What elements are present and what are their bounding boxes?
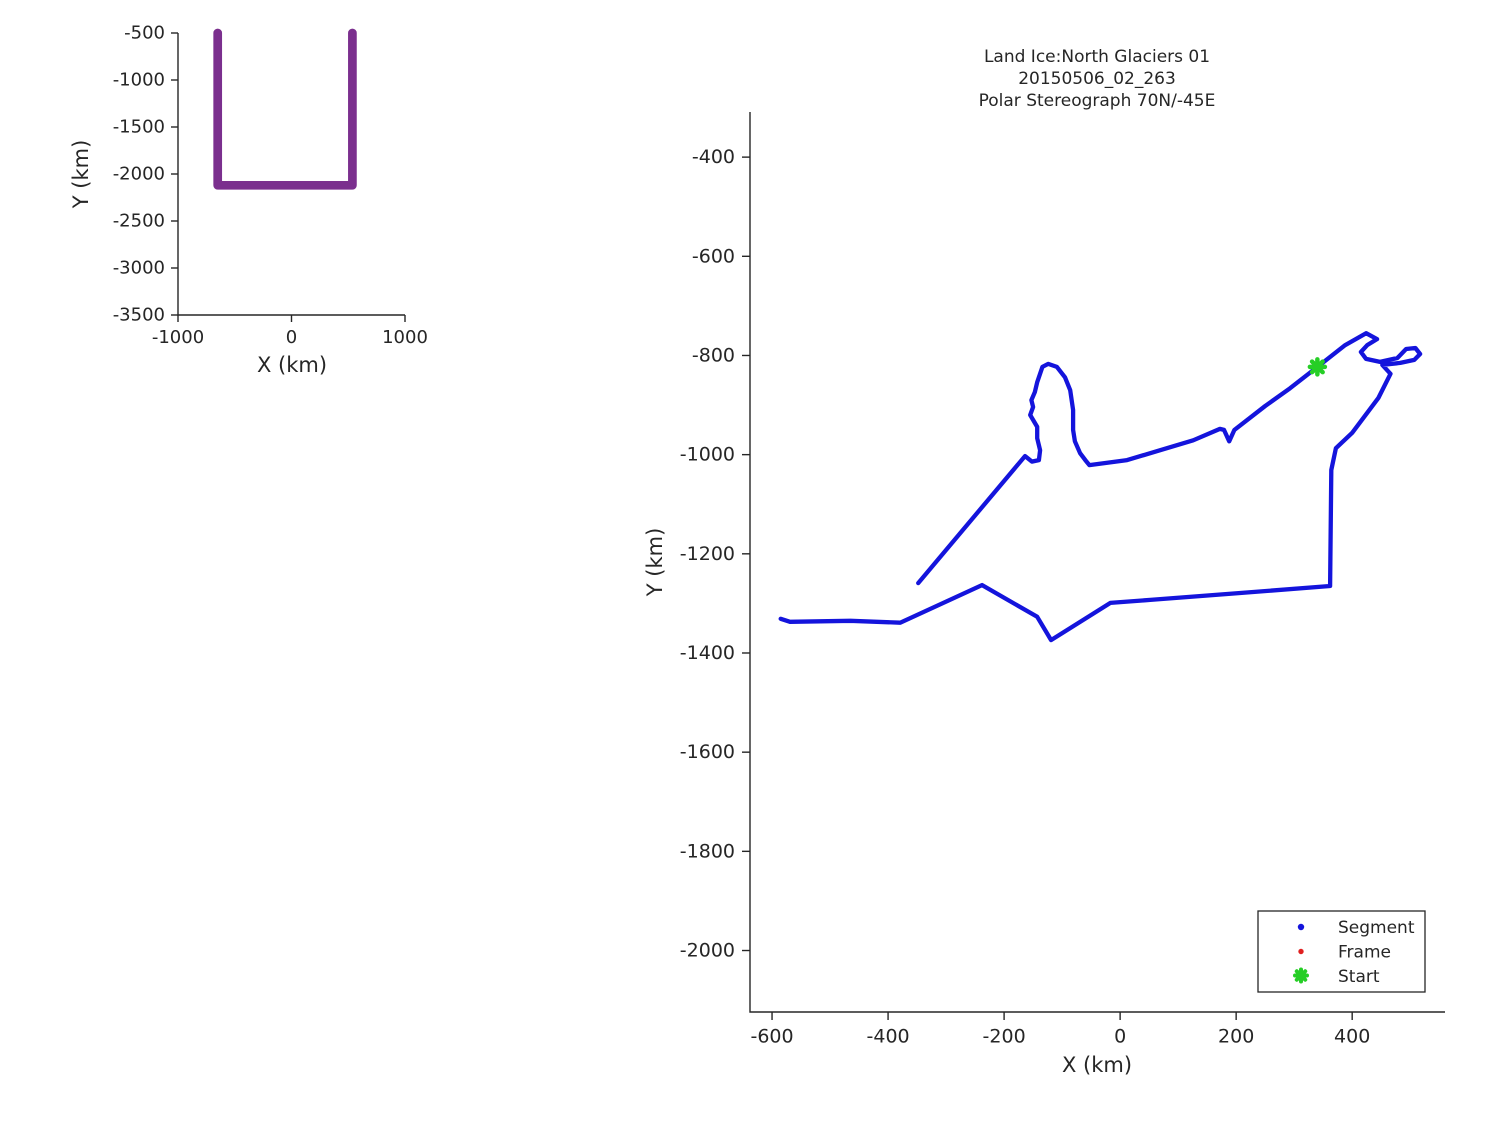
trajectory-axes: -600 -400 -200 0 200 400-400-600-800-1000-120… [680, 112, 1445, 1048]
legend-label-start: Start [1338, 967, 1380, 987]
trajectory-ylabel: Y (km) [643, 528, 667, 598]
overview-xlabel: X (km) [257, 353, 327, 377]
title-line-3: Polar Stereograph 70N/-45E [979, 91, 1216, 111]
x-tick-label: 400 [1334, 1026, 1370, 1048]
y-tick-label: -500 [124, 23, 165, 44]
x-tick-label: 0 [1114, 1026, 1126, 1048]
y-tick-label: -2000 [680, 940, 735, 962]
legend-label-segment: Segment [1338, 918, 1415, 938]
series-Segment [778, 331, 1423, 643]
title-line-2: 20150506_02_263 [1018, 69, 1176, 89]
x-tick-label: -400 [867, 1026, 910, 1048]
y-tick-label: -1600 [680, 741, 735, 763]
trajectory-xlabel: X (km) [1062, 1053, 1132, 1077]
title-line-1: Land Ice:North Glaciers 01 [984, 47, 1210, 67]
segment-path [778, 331, 1423, 643]
segment-dot-icon [1297, 923, 1305, 931]
axis-lines [177, 33, 405, 316]
y-tick-label: -400 [692, 146, 735, 168]
start-marker [1307, 357, 1328, 377]
overview-axes: -1000 0 1000 -500 -1000 -1500 -2000 -2500 -3000 -… [113, 23, 428, 348]
frame-dot-icon [1298, 948, 1304, 955]
x-tick-label: -1000 [152, 327, 204, 348]
y-tick-label: -2000 [113, 164, 165, 185]
y-tick-label: -3000 [113, 258, 165, 279]
overview-coverage-path [213, 28, 357, 190]
x-tick-label: -200 [983, 1026, 1026, 1048]
trajectory-plot: Land Ice:North Glaciers 01 20150506_02_2… [643, 47, 1445, 1077]
y-tick-label: -1200 [680, 543, 735, 565]
y-tick-label: -800 [692, 344, 735, 366]
x-tick-label: 1000 [382, 327, 428, 348]
star-spoke [1294, 969, 1308, 982]
y-tick-label: -600 [692, 245, 735, 267]
y-tick-label: -1500 [113, 117, 165, 138]
y-tick-label: -3500 [113, 305, 165, 326]
x-tick-label: 200 [1218, 1026, 1254, 1048]
y-tick-label: -1800 [680, 840, 735, 862]
y-tick-label: -1400 [680, 642, 735, 664]
legend-label-frame: Frame [1338, 943, 1391, 963]
axis-lines [749, 112, 1445, 1013]
plot-title: Land Ice:North Glaciers 01 20150506_02_2… [979, 47, 1216, 111]
series-mission-coverage-outline [213, 28, 357, 190]
y-tick-label: -2500 [113, 211, 165, 232]
y-tick-label: -1000 [113, 70, 165, 91]
overview-ylabel: Y (km) [69, 140, 93, 210]
x-tick-label: -600 [750, 1026, 793, 1048]
start-star-icon [1293, 967, 1309, 984]
legend-box [1257, 910, 1426, 993]
star-spoke [1309, 359, 1325, 375]
legend: Segment Frame Start [1257, 910, 1426, 993]
x-tick-label: 0 [286, 327, 297, 348]
overview-inset-plot: -1000 0 1000 -500 -1000 -1500 -2000 -2500 -3000 -… [69, 23, 428, 378]
y-tick-label: -1000 [680, 444, 735, 466]
